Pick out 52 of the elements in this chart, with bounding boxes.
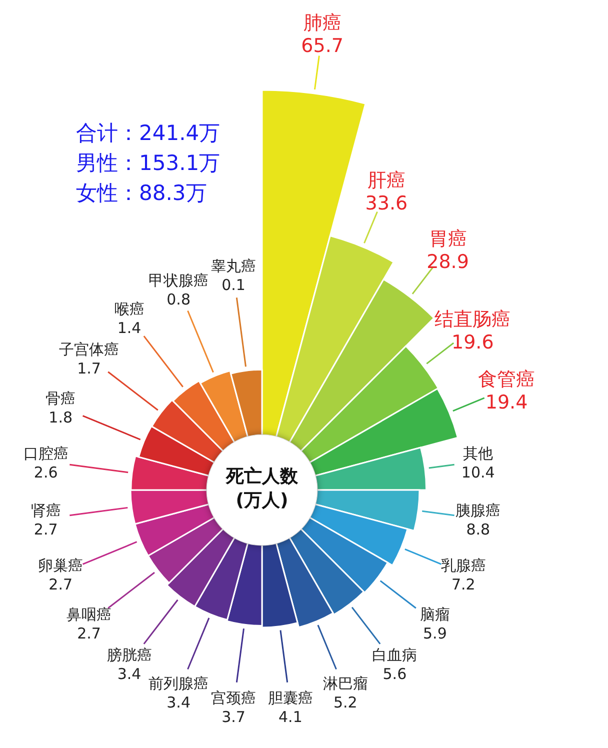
data-label: 2.6 [34,464,58,482]
category-label: 子宫体癌 [59,340,120,358]
data-label: 0.1 [222,276,246,294]
category-label: 胆囊癌 [268,689,313,708]
category-label: 乳腺癌 [440,556,486,574]
category-label: 肺癌 [303,12,342,34]
category-label: 淋巴瘤 [322,674,368,692]
text: 女性：88.3万 [76,181,207,205]
data-label: 5.6 [382,664,407,683]
data-label: 28.9 [426,250,469,273]
data-label: 19.4 [485,392,528,414]
category-label: 前列腺癌 [148,674,209,692]
text: 合计：241.4万 [76,121,220,145]
data-label: 5.9 [423,624,447,643]
category-label: 胃癌 [428,228,467,250]
category-label: 肾癌 [30,501,61,520]
category-label: 白血病 [372,646,418,664]
data-label: 7.2 [451,575,476,594]
data-label: 1.7 [77,359,101,378]
data-label: 1.4 [117,319,142,338]
data-label: 1.8 [48,408,73,427]
category-label: 甲状腺癌 [148,272,209,290]
category-label: 鼻咽癌 [66,606,112,624]
data-label: 65.7 [301,34,344,57]
category-label: 食管癌 [478,368,536,391]
data-label: 0.8 [166,290,191,309]
data-label: 3.4 [166,693,191,712]
text: 男性：153.1万 [76,151,220,175]
data-label: 4.1 [278,708,302,726]
category-label: 结直肠癌 [434,308,511,330]
data-label: 19.6 [452,331,494,354]
data-label: 2.7 [48,575,73,594]
category-label: 肝癌 [367,170,406,192]
category-label: 卵巢癌 [38,556,84,574]
category-label: 脑瘤 [420,606,450,624]
data-label: 5.2 [333,693,358,712]
category-label: 其他 [463,444,494,463]
category-label: 宫颈癌 [211,689,256,708]
data-label: 2.7 [77,624,101,643]
data-label: 33.6 [365,192,408,215]
category-label: 骨癌 [46,390,76,408]
data-label: 2.7 [34,520,58,538]
category-label: 膀胱癌 [106,646,152,664]
data-label: 3.4 [117,664,142,683]
text: 死亡人数 (万人) [225,466,299,511]
data-label: 10.4 [461,464,495,482]
category-label: 喉癌 [114,300,144,318]
data-label: 8.8 [466,520,490,538]
category-label: 睾丸癌 [211,256,256,275]
category-label: 口腔癌 [23,444,68,463]
category-label: 胰腺癌 [456,501,501,520]
data-label: 3.7 [222,708,246,726]
